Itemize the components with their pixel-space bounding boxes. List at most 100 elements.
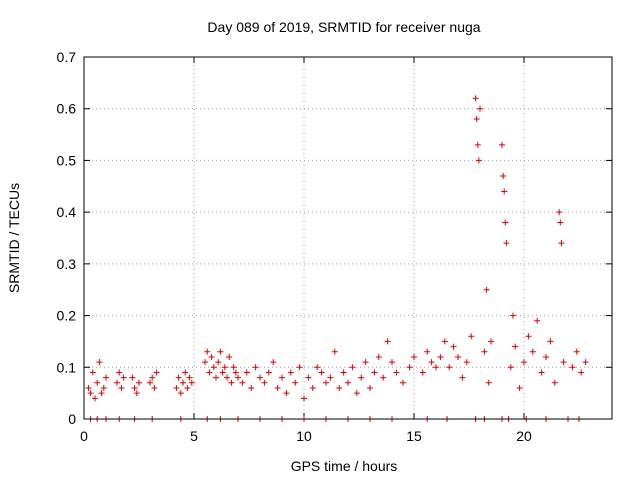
data-point: [534, 317, 541, 324]
data-point: [389, 359, 395, 366]
data-point: [331, 348, 338, 355]
data-point: [173, 384, 180, 391]
data-point: [336, 384, 343, 391]
data-point: [283, 390, 290, 397]
data-point: [380, 374, 387, 381]
y-axis-label: SRMTID / TECUs: [6, 183, 22, 293]
data-point: [558, 240, 565, 247]
data-point: [94, 379, 101, 386]
data-point: [305, 374, 312, 381]
y-tick-label: 0: [68, 411, 76, 427]
axis-ticks: 0 0.1 0.2 0.3 0.4 0.5 0.6 0.7 0 5 10 15 20: [57, 49, 612, 444]
data-point: [419, 369, 426, 376]
data-point: [136, 379, 142, 386]
y-tick-label: 0.1: [57, 359, 77, 375]
data-point: [213, 374, 219, 381]
data-point: [274, 384, 281, 391]
data-point: [433, 364, 439, 371]
data-point: [235, 374, 241, 381]
data-point: [428, 359, 435, 366]
data-point: [208, 353, 215, 360]
data-point: [446, 364, 453, 371]
data-point: [89, 369, 96, 376]
data-point: [512, 343, 519, 350]
data-point: [455, 353, 461, 360]
data-points: [85, 95, 589, 422]
x-tick-label: 5: [190, 428, 198, 444]
grid-lines: [84, 57, 612, 419]
data-point: [188, 379, 195, 386]
y-tick-label: 0.3: [57, 256, 77, 272]
data-point: [501, 188, 508, 195]
data-point: [340, 369, 347, 376]
data-point: [131, 384, 138, 391]
data-point: [153, 369, 160, 376]
data-point: [151, 384, 158, 391]
data-point: [551, 379, 558, 386]
data-point: [149, 374, 156, 381]
data-point: [279, 374, 285, 381]
data-point: [510, 312, 516, 319]
data-point: [180, 379, 186, 386]
data-point: [221, 364, 228, 371]
data-point: [239, 379, 246, 386]
data-point: [224, 374, 230, 381]
data-point: [206, 369, 213, 376]
data-point: [309, 384, 316, 391]
data-point: [543, 353, 549, 360]
plot-frame: [83, 56, 613, 420]
y-tick-label: 0.5: [57, 152, 77, 168]
data-point: [477, 105, 483, 112]
data-point: [243, 369, 250, 376]
data-point: [573, 348, 580, 355]
data-point: [100, 384, 107, 391]
data-point: [210, 364, 217, 371]
data-point: [215, 359, 222, 366]
data-point: [118, 384, 125, 391]
data-point: [529, 348, 536, 355]
data-point: [488, 338, 494, 345]
data-point: [353, 390, 360, 397]
data-point: [116, 369, 123, 376]
data-point: [177, 390, 184, 397]
y-tick-label: 0.7: [57, 49, 77, 65]
data-point: [349, 364, 356, 371]
data-point: [114, 379, 120, 386]
data-point: [248, 384, 255, 391]
data-point: [525, 333, 532, 340]
data-point: [358, 374, 365, 381]
x-tick-label: 15: [406, 428, 422, 444]
data-point: [345, 379, 351, 386]
data-point: [318, 369, 325, 376]
chart-title: Day 089 of 2019, SRMTID for receiver nug…: [207, 19, 480, 35]
data-point: [147, 379, 153, 386]
data-point: [400, 379, 406, 386]
data-point: [503, 240, 510, 247]
data-point: [301, 395, 307, 402]
data-point: [556, 209, 563, 216]
data-point: [103, 374, 109, 381]
data-point: [502, 219, 509, 226]
data-point: [175, 374, 182, 381]
data-point: [270, 359, 277, 366]
data-point: [582, 359, 589, 366]
data-point: [129, 374, 136, 381]
data-point: [441, 338, 448, 345]
data-point: [265, 369, 272, 376]
data-point: [463, 359, 470, 366]
data-point: [323, 379, 329, 386]
data-point: [287, 369, 294, 376]
y-tick-label: 0.2: [57, 308, 77, 324]
data-point: [219, 369, 226, 376]
data-point: [483, 286, 490, 293]
data-point: [516, 384, 523, 391]
data-point: [450, 343, 457, 350]
data-point: [475, 157, 482, 164]
data-point: [226, 353, 233, 360]
data-point: [314, 364, 321, 371]
data-point: [202, 359, 208, 366]
y-tick-label: 0.4: [57, 204, 77, 220]
data-point: [204, 348, 211, 355]
data-point: [228, 379, 235, 386]
